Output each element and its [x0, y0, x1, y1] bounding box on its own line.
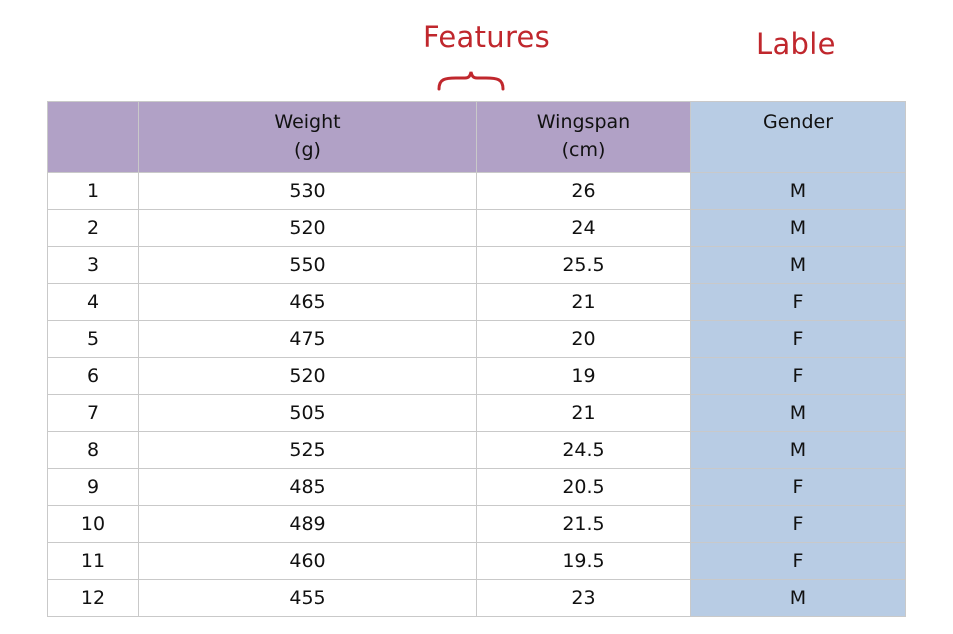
- weight-cell: 485: [138, 468, 477, 506]
- wingspan-cell: 19.5: [476, 542, 691, 580]
- wingspan-cell: 26: [476, 172, 691, 210]
- table-row: 10 489 21.5 F: [47, 505, 906, 543]
- table-body: 1 530 26 M 2 520 24 M 3 550 25.5 M 4 465 21 F 5 475 20 F 6 52…: [47, 172, 906, 617]
- header-weight-name: Weight: [274, 111, 341, 133]
- table-row: 8 525 24.5 M: [47, 431, 906, 469]
- gender-cell: F: [690, 505, 906, 543]
- wingspan-cell: 23: [476, 579, 691, 617]
- header-gender-name: Gender: [762, 111, 834, 133]
- gender-cell: M: [690, 246, 906, 284]
- table-row: 6 520 19 F: [47, 357, 906, 395]
- curly-brace-icon: [437, 71, 505, 91]
- wingspan-cell: 20.5: [476, 468, 691, 506]
- weight-cell: 525: [138, 431, 477, 469]
- gender-cell: F: [690, 468, 906, 506]
- weight-cell: 475: [138, 320, 477, 358]
- weight-cell: 455: [138, 579, 477, 617]
- row-index-cell: 1: [47, 172, 139, 210]
- table-row: 5 475 20 F: [47, 320, 906, 358]
- table-row: 7 505 21 M: [47, 394, 906, 432]
- gender-cell: M: [690, 172, 906, 210]
- wingspan-cell: 25.5: [476, 246, 691, 284]
- header-wingspan-unit: (cm): [561, 139, 606, 161]
- weight-cell: 465: [138, 283, 477, 321]
- wingspan-cell: 24.5: [476, 431, 691, 469]
- table-row: 11 460 19.5 F: [47, 542, 906, 580]
- weight-cell: 460: [138, 542, 477, 580]
- gender-cell: F: [690, 320, 906, 358]
- row-index-cell: 7: [47, 394, 139, 432]
- header-wingspan: Wingspan (cm): [476, 101, 691, 173]
- wingspan-cell: 20: [476, 320, 691, 358]
- table-row: 3 550 25.5 M: [47, 246, 906, 284]
- row-index-cell: 4: [47, 283, 139, 321]
- header-row: Weight (g) Wingspan (cm) Gender: [47, 101, 906, 173]
- gender-cell: M: [690, 431, 906, 469]
- weight-cell: 520: [138, 357, 477, 395]
- features-annotation: Features: [423, 20, 551, 54]
- weight-cell: 520: [138, 209, 477, 247]
- row-index-cell: 2: [47, 209, 139, 247]
- table-row: 1 530 26 M: [47, 172, 906, 210]
- weight-cell: 530: [138, 172, 477, 210]
- gender-cell: F: [690, 357, 906, 395]
- weight-cell: 505: [138, 394, 477, 432]
- gender-cell: M: [690, 579, 906, 617]
- header-weight: Weight (g): [138, 101, 477, 173]
- row-index-cell: 5: [47, 320, 139, 358]
- weight-cell: 550: [138, 246, 477, 284]
- data-table: Weight (g) Wingspan (cm) Gender 1 530 26 M 2…: [47, 101, 906, 617]
- wingspan-cell: 21: [476, 394, 691, 432]
- row-index-cell: 11: [47, 542, 139, 580]
- table-row: 4 465 21 F: [47, 283, 906, 321]
- weight-cell: 489: [138, 505, 477, 543]
- row-index-cell: 9: [47, 468, 139, 506]
- table-row: 12 455 23 M: [47, 579, 906, 617]
- wingspan-cell: 21.5: [476, 505, 691, 543]
- table-row: 9 485 20.5 F: [47, 468, 906, 506]
- gender-cell: M: [690, 394, 906, 432]
- wingspan-cell: 24: [476, 209, 691, 247]
- wingspan-cell: 21: [476, 283, 691, 321]
- gender-cell: M: [690, 209, 906, 247]
- table-row: 2 520 24 M: [47, 209, 906, 247]
- row-index-cell: 12: [47, 579, 139, 617]
- header-index: [47, 101, 139, 173]
- header-wingspan-name: Wingspan: [536, 111, 631, 133]
- row-index-cell: 6: [47, 357, 139, 395]
- row-index-cell: 8: [47, 431, 139, 469]
- gender-cell: F: [690, 542, 906, 580]
- gender-cell: F: [690, 283, 906, 321]
- header-gender: Gender: [690, 101, 906, 173]
- header-weight-unit: (g): [294, 139, 321, 161]
- wingspan-cell: 19: [476, 357, 691, 395]
- row-index-cell: 3: [47, 246, 139, 284]
- label-annotation: Lable: [756, 27, 836, 61]
- row-index-cell: 10: [47, 505, 139, 543]
